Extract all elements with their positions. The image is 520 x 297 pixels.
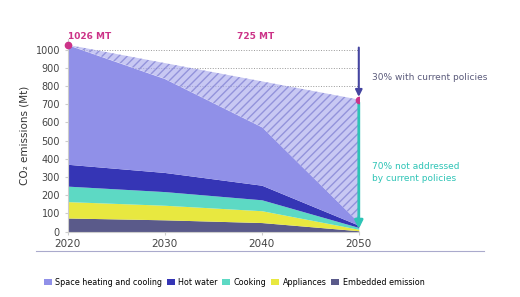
Legend: Space heating and cooling, Hot water, Cooking, Appliances, Embedded emission: Space heating and cooling, Hot water, Co… bbox=[41, 274, 427, 290]
Text: 725 MT: 725 MT bbox=[238, 32, 275, 41]
Y-axis label: CO₂ emissions (Mt): CO₂ emissions (Mt) bbox=[20, 86, 30, 185]
Text: 70% not addressed
by current policies: 70% not addressed by current policies bbox=[372, 162, 459, 183]
Text: 1026 MT: 1026 MT bbox=[68, 32, 111, 41]
Text: 30% with current policies: 30% with current policies bbox=[372, 73, 487, 82]
